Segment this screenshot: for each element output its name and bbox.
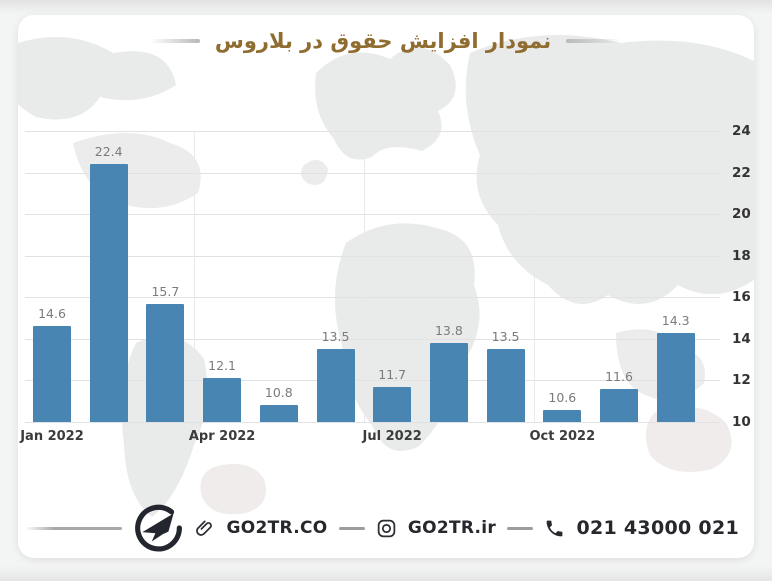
y-tick-label: 14: [732, 330, 751, 347]
bar-value-label: 13.8: [434, 323, 463, 338]
title-divider-right: [566, 39, 623, 43]
bar: [543, 409, 582, 422]
bar-value-label: 13.5: [491, 329, 520, 345]
y-tick-label: 20: [732, 206, 751, 223]
gridline-vertical: [533, 131, 535, 422]
bar-value-label: 10.6: [548, 389, 577, 405]
gridline: [25, 131, 720, 132]
bar: [656, 332, 695, 422]
bar: [203, 378, 242, 422]
y-tick-label: 10: [732, 414, 751, 430]
bar: [600, 388, 638, 422]
bar: [486, 349, 525, 422]
y-tick-label: 16: [732, 289, 751, 306]
bar-value-label: 13.5: [321, 329, 350, 345]
chart-header: نمودار افزایش حقوق در بلاروس: [18, 24, 754, 58]
footer-divider-left: [25, 526, 123, 530]
gridline: [25, 338, 720, 340]
footer-bar: GO2TR.CO GO2TR.ir 021 43000 021: [25, 504, 754, 552]
bar: [89, 164, 128, 422]
phone-icon: [547, 520, 563, 536]
bar: [146, 303, 185, 422]
website-label: GO2TR.CO: [226, 518, 328, 538]
bar-value-label: 12.1: [208, 358, 237, 374]
bar-value-label: 11.7: [378, 366, 407, 382]
y-tick-label: 22: [732, 164, 751, 181]
footer-dash-1: [338, 526, 365, 530]
phone-label: 021 43000 021: [576, 517, 739, 539]
y-tick-label: 18: [732, 247, 751, 264]
page-title: نمودار افزایش حقوق در بلاروس: [214, 29, 552, 53]
x-tick-label: Jan 2022: [20, 429, 84, 444]
bar-value-label: 14.6: [38, 306, 66, 322]
x-tick-label: Jul 2022: [362, 429, 422, 444]
y-tick-label: 12: [732, 372, 751, 389]
bar-value-label: 14.3: [661, 312, 690, 328]
bar: [373, 386, 412, 422]
go2tr-logo: [135, 504, 183, 552]
gridline-vertical: [363, 131, 365, 422]
y-tick-label: 24: [732, 123, 751, 139]
bar: [429, 343, 468, 422]
bar-value-label: 15.7: [151, 283, 180, 299]
bar: [259, 405, 298, 422]
x-tick-label: Oct 2022: [529, 429, 596, 444]
bar-value-label: 11.6: [605, 368, 633, 384]
footer-dash-2: [507, 526, 534, 530]
instagram-label: GO2TR.ir: [407, 518, 497, 538]
bar: [316, 349, 355, 422]
gridline: [25, 255, 720, 257]
gridline: [25, 172, 720, 174]
instagram-icon: [377, 519, 396, 537]
bar-value-label: 10.8: [264, 385, 293, 401]
x-tick-label: Apr 2022: [188, 429, 256, 444]
gridline: [25, 297, 720, 299]
gridline: [25, 380, 720, 382]
chart-card: نمودار افزایش حقوق در بلاروس 10 12 14 16 18 2…: [18, 15, 754, 558]
link-icon: [196, 520, 213, 536]
title-divider-left: [149, 39, 200, 43]
plot-area: 10 12 14 16 18 20 22 24 14.6 22.4 15.7 12.1 10.8 13.5…: [20, 123, 751, 444]
bar-value-label: 22.4: [94, 144, 123, 160]
gridline: [25, 422, 720, 423]
bar: [33, 326, 71, 422]
gridline-vertical: [193, 131, 195, 422]
gridline: [25, 214, 720, 216]
